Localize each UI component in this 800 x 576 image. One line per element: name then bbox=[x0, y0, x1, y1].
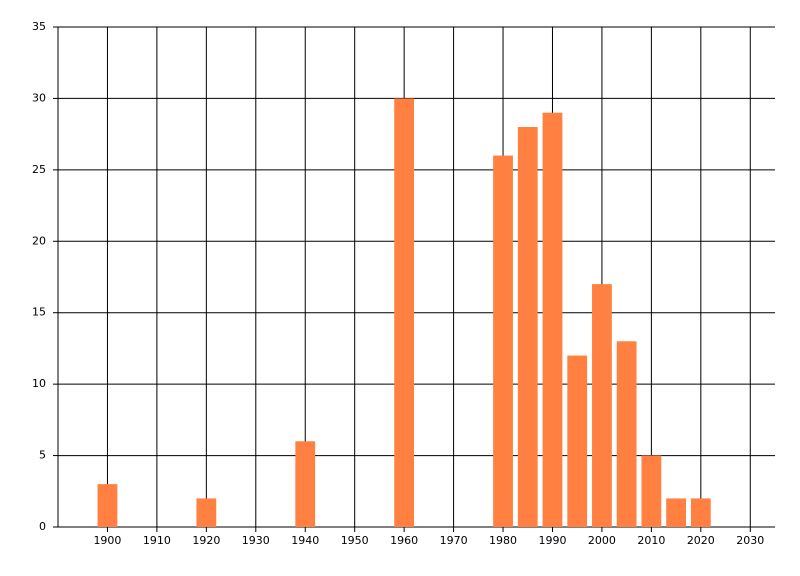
bar bbox=[295, 441, 316, 527]
x-tick-label: 1920 bbox=[192, 534, 220, 547]
bar bbox=[493, 155, 513, 528]
bar bbox=[394, 98, 415, 527]
x-tick-label: 1950 bbox=[341, 534, 369, 547]
bar bbox=[542, 112, 563, 527]
y-tick-label: 0 bbox=[39, 520, 46, 533]
x-tick-label: 1910 bbox=[143, 534, 171, 547]
x-tick-label: 1960 bbox=[390, 534, 418, 547]
y-tick-label: 15 bbox=[32, 306, 46, 319]
x-tick-label: 2000 bbox=[588, 534, 616, 547]
bar bbox=[97, 484, 118, 527]
x-tick-label: 1980 bbox=[489, 534, 517, 547]
y-tick-label: 30 bbox=[32, 91, 46, 104]
y-tick-label: 25 bbox=[32, 163, 46, 176]
x-tick-label: 2020 bbox=[687, 534, 715, 547]
x-tick-label: 1930 bbox=[242, 534, 270, 547]
x-tick-label: 2010 bbox=[637, 534, 665, 547]
x-tick-label: 2030 bbox=[736, 534, 764, 547]
x-tick-label: 1900 bbox=[93, 534, 121, 547]
bar bbox=[666, 498, 686, 527]
bar bbox=[690, 498, 711, 527]
bar bbox=[517, 127, 538, 527]
bar bbox=[567, 355, 588, 527]
y-tick-label: 35 bbox=[32, 20, 46, 33]
x-tick-label: 1990 bbox=[538, 534, 566, 547]
bar bbox=[592, 284, 612, 527]
y-tick-label: 20 bbox=[32, 234, 46, 247]
x-tick-label: 1940 bbox=[291, 534, 319, 547]
bar bbox=[196, 498, 217, 527]
x-tick-label: 1970 bbox=[440, 534, 468, 547]
bar bbox=[641, 455, 662, 527]
y-tick-label: 5 bbox=[39, 449, 46, 462]
y-tick-label: 10 bbox=[32, 377, 46, 390]
bar bbox=[616, 341, 637, 527]
